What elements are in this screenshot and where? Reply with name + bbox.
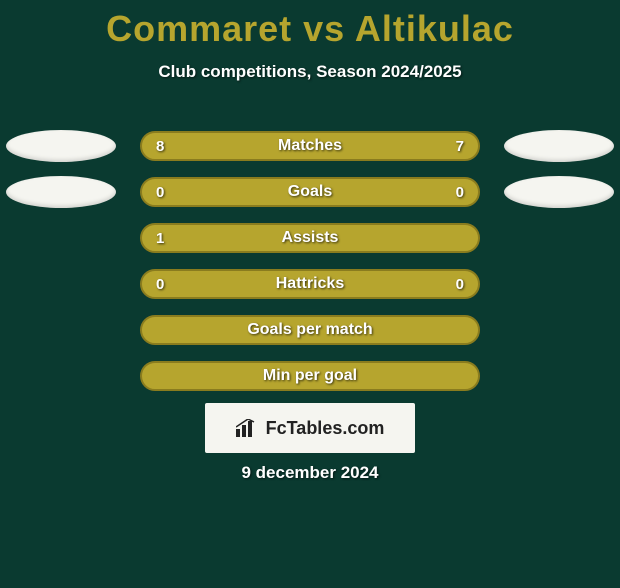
- stat-bar: 1Assists: [140, 223, 480, 253]
- left-dot: [6, 130, 116, 162]
- date-text: 9 december 2024: [0, 463, 620, 483]
- player-left-name: Commaret: [106, 8, 292, 49]
- right-value: 7: [456, 138, 464, 155]
- page-title: Commaret vs Altikulac: [0, 8, 620, 50]
- stat-bar: 0Goals0: [140, 177, 480, 207]
- stat-bar: 8Matches7: [140, 131, 480, 161]
- left-dot: [6, 176, 116, 208]
- stat-label: Goals: [142, 183, 478, 201]
- stat-row: 1Assists: [0, 220, 620, 266]
- right-dot: [504, 130, 614, 162]
- brand-badge: FcTables.com: [205, 403, 415, 453]
- stat-bar: Goals per match: [140, 315, 480, 345]
- chart-icon: [236, 419, 258, 437]
- left-value: 0: [156, 184, 164, 201]
- stat-row: Goals per match: [0, 312, 620, 358]
- brand-text: FcTables.com: [266, 418, 385, 439]
- right-dot: [504, 176, 614, 208]
- stat-row: 8Matches7: [0, 128, 620, 174]
- stat-label: Min per goal: [142, 367, 478, 385]
- right-value: 0: [456, 184, 464, 201]
- stat-label: Hattricks: [142, 275, 478, 293]
- right-value: 0: [456, 276, 464, 293]
- player-right-name: Altikulac: [355, 8, 514, 49]
- left-value: 0: [156, 276, 164, 293]
- left-value: 1: [156, 230, 164, 247]
- stat-label: Matches: [142, 137, 478, 155]
- stat-row: 0Goals0: [0, 174, 620, 220]
- stat-bar: 0Hattricks0: [140, 269, 480, 299]
- title-vs: vs: [303, 8, 345, 49]
- subtitle: Club competitions, Season 2024/2025: [0, 62, 620, 82]
- stat-bar: Min per goal: [140, 361, 480, 391]
- stat-label: Assists: [142, 229, 478, 247]
- stat-row: Min per goal: [0, 358, 620, 404]
- stat-row: 0Hattricks0: [0, 266, 620, 312]
- stat-label: Goals per match: [142, 321, 478, 339]
- left-value: 8: [156, 138, 164, 155]
- stat-rows: 8Matches70Goals01Assists0Hattricks0Goals…: [0, 128, 620, 404]
